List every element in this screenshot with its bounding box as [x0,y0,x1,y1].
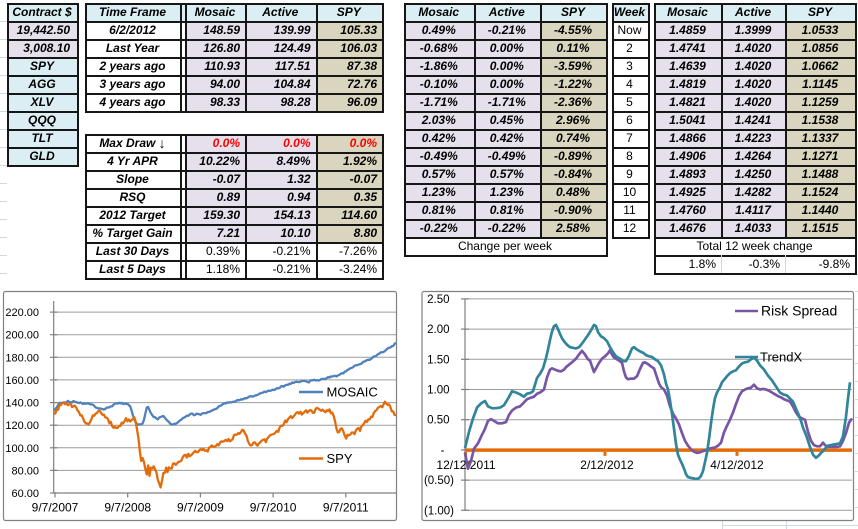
svg-text:TrendX: TrendX [760,350,802,365]
svg-text:(1.00): (1.00) [424,505,454,517]
svg-text:120.00: 120.00 [5,420,39,432]
svg-text:2.50: 2.50 [427,294,449,306]
svg-text:Risk Spread: Risk Spread [761,303,837,319]
svg-text:9/7/2011: 9/7/2011 [323,501,369,515]
svg-text:200.00: 200.00 [5,330,39,342]
svg-text:9/7/2009: 9/7/2009 [177,501,224,515]
svg-text:-: - [441,445,445,457]
svg-text:60.00: 60.00 [11,488,39,500]
svg-text:140.00: 140.00 [5,398,39,410]
svg-text:9/7/2007: 9/7/2007 [32,501,79,515]
svg-text:0.50: 0.50 [427,415,449,427]
svg-text:9/7/2008: 9/7/2008 [104,501,151,515]
svg-text:(0.50): (0.50) [424,475,454,487]
svg-text:2/12/2012: 2/12/2012 [580,458,634,472]
svg-text:4/12/2012: 4/12/2012 [710,458,764,472]
svg-text:1.50: 1.50 [427,354,449,366]
svg-text:80.00: 80.00 [11,465,39,477]
svg-text:100.00: 100.00 [5,443,39,455]
svg-text:220.00: 220.00 [5,307,39,319]
svg-text:MOSAIC: MOSAIC [327,385,378,400]
svg-text:SPY: SPY [327,451,353,466]
svg-text:1.00: 1.00 [427,385,449,397]
svg-text:2.00: 2.00 [427,324,449,336]
svg-text:160.00: 160.00 [5,375,39,387]
svg-text:180.00: 180.00 [5,352,39,364]
svg-text:9/7/2010: 9/7/2010 [250,501,297,515]
